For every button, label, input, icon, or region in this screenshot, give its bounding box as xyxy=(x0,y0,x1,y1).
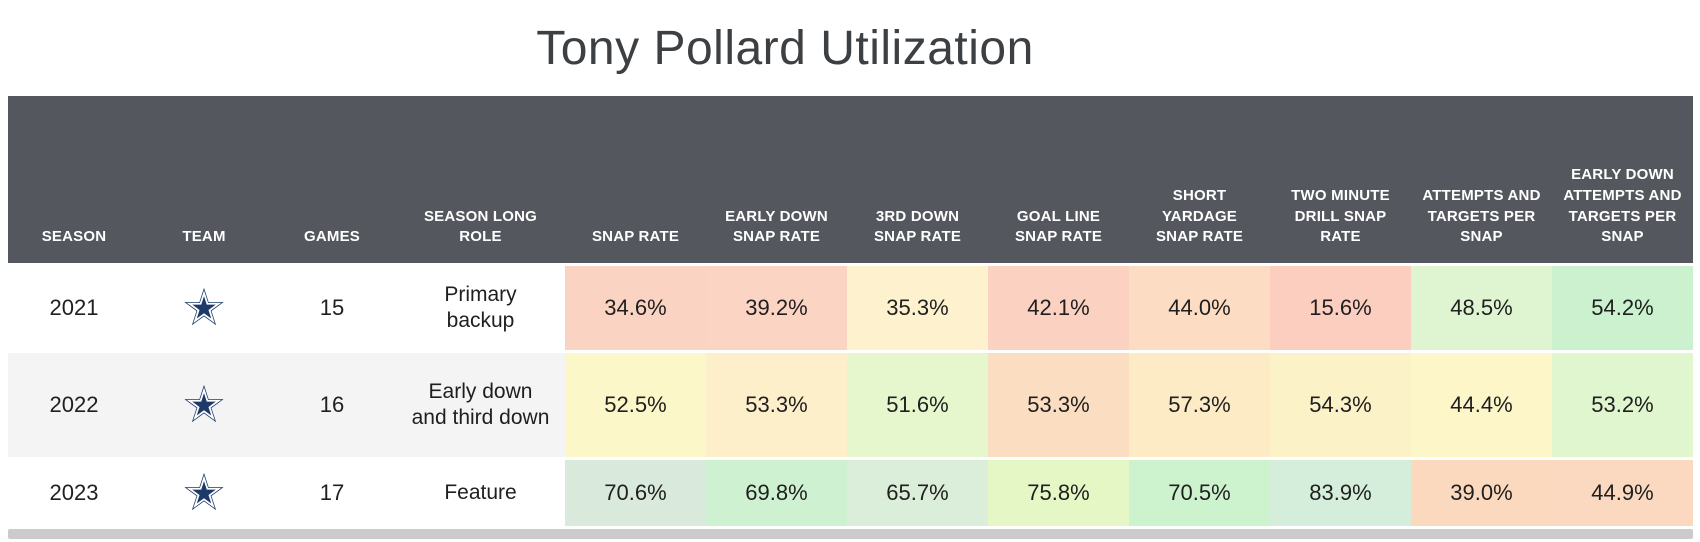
cell-short-yardage-snap-rate: 44.0% xyxy=(1129,266,1270,350)
col-header-snap-rate: SNAP RATE xyxy=(591,228,680,246)
cell-early-down-attempts-targets-per-snap: 44.9% xyxy=(1552,460,1693,526)
col-header-early-down-snap-rate: EARLY DOWN SNAP RATE xyxy=(725,207,828,246)
cell-season: 2023 xyxy=(8,460,140,526)
cell-goal-line-snap-rate: 42.1% xyxy=(988,266,1129,350)
page-title: Tony Pollard Utilization xyxy=(536,21,1034,75)
cell-season-long-role: Early down and third down xyxy=(396,353,565,457)
cell-snap-rate: 52.5% xyxy=(565,353,706,457)
col-header-early-down-attempts-targets-per-snap: EARLY DOWN ATTEMPTS AND TARGETS PER SNAP xyxy=(1563,166,1682,246)
col-header-3rd-down-snap-rate: 3RD DOWN SNAP RATE xyxy=(873,207,962,246)
col-header-attempts-targets-per-snap: ATTEMPTS AND TARGETS PER SNAP xyxy=(1422,186,1541,246)
cell-3rd-down-snap-rate: 65.7% xyxy=(847,460,988,526)
table-row-2021: 2021 15 Primary backup 34.6% 39.2% 35.3%… xyxy=(8,266,1693,350)
cell-two-minute-drill-snap-rate: 54.3% xyxy=(1270,353,1411,457)
dallas-cowboys-star-icon xyxy=(184,472,224,510)
cell-early-down-attempts-targets-per-snap: 54.2% xyxy=(1552,266,1693,350)
cell-attempts-targets-per-snap: 44.4% xyxy=(1411,353,1552,457)
table-row-2023: 2023 17 Feature 70.6% 69.8% 65.7% 75.8% … xyxy=(8,460,1693,526)
cell-season-long-role: Feature xyxy=(396,460,565,526)
cell-two-minute-drill-snap-rate: 83.9% xyxy=(1270,460,1411,526)
col-header-games: GAMES xyxy=(303,228,360,246)
col-header-goal-line-snap-rate: GOAL LINE SNAP RATE xyxy=(1014,207,1103,246)
cell-attempts-targets-per-snap: 48.5% xyxy=(1411,266,1552,350)
cell-team xyxy=(140,266,268,350)
cell-snap-rate: 70.6% xyxy=(565,460,706,526)
col-header-season-long-role: SEASON LONG ROLE xyxy=(423,207,538,246)
cell-team xyxy=(140,460,268,526)
cell-team xyxy=(140,353,268,457)
dallas-cowboys-star-icon xyxy=(184,384,224,422)
cell-goal-line-snap-rate: 53.3% xyxy=(988,353,1129,457)
table-header-row: SEASON TEAM GAMES SEASON LONG ROLE SNAP … xyxy=(8,96,1693,263)
col-header-season: SEASON xyxy=(41,228,107,246)
cell-early-down-snap-rate: 39.2% xyxy=(706,266,847,350)
col-header-team: TEAM xyxy=(182,228,226,246)
cell-short-yardage-snap-rate: 57.3% xyxy=(1129,353,1270,457)
cell-goal-line-snap-rate: 75.8% xyxy=(988,460,1129,526)
cell-season: 2021 xyxy=(8,266,140,350)
cell-3rd-down-snap-rate: 35.3% xyxy=(847,266,988,350)
col-header-short-yardage-snap-rate: SHORT YARDAGE SNAP RATE xyxy=(1155,186,1244,246)
table-row-2022: 2022 16 Early down and third down 52.5% … xyxy=(8,353,1693,457)
cell-short-yardage-snap-rate: 70.5% xyxy=(1129,460,1270,526)
cell-snap-rate: 34.6% xyxy=(565,266,706,350)
cell-early-down-snap-rate: 53.3% xyxy=(706,353,847,457)
cell-3rd-down-snap-rate: 51.6% xyxy=(847,353,988,457)
cell-early-down-snap-rate: 69.8% xyxy=(706,460,847,526)
cell-games: 16 xyxy=(268,353,396,457)
cell-early-down-attempts-targets-per-snap: 53.2% xyxy=(1552,353,1693,457)
cell-games: 15 xyxy=(268,266,396,350)
cell-season-long-role: Primary backup xyxy=(396,266,565,350)
utilization-table: SEASON TEAM GAMES SEASON LONG ROLE SNAP … xyxy=(8,96,1693,526)
horizontal-scrollbar[interactable] xyxy=(8,529,1693,539)
cell-games: 17 xyxy=(268,460,396,526)
col-header-two-minute-drill-snap-rate: TWO MINUTE DRILL SNAP RATE xyxy=(1291,186,1390,246)
dallas-cowboys-star-icon xyxy=(184,287,224,325)
cell-season: 2022 xyxy=(8,353,140,457)
cell-attempts-targets-per-snap: 39.0% xyxy=(1411,460,1552,526)
cell-two-minute-drill-snap-rate: 15.6% xyxy=(1270,266,1411,350)
title-bar: Tony Pollard Utilization xyxy=(0,0,1570,96)
